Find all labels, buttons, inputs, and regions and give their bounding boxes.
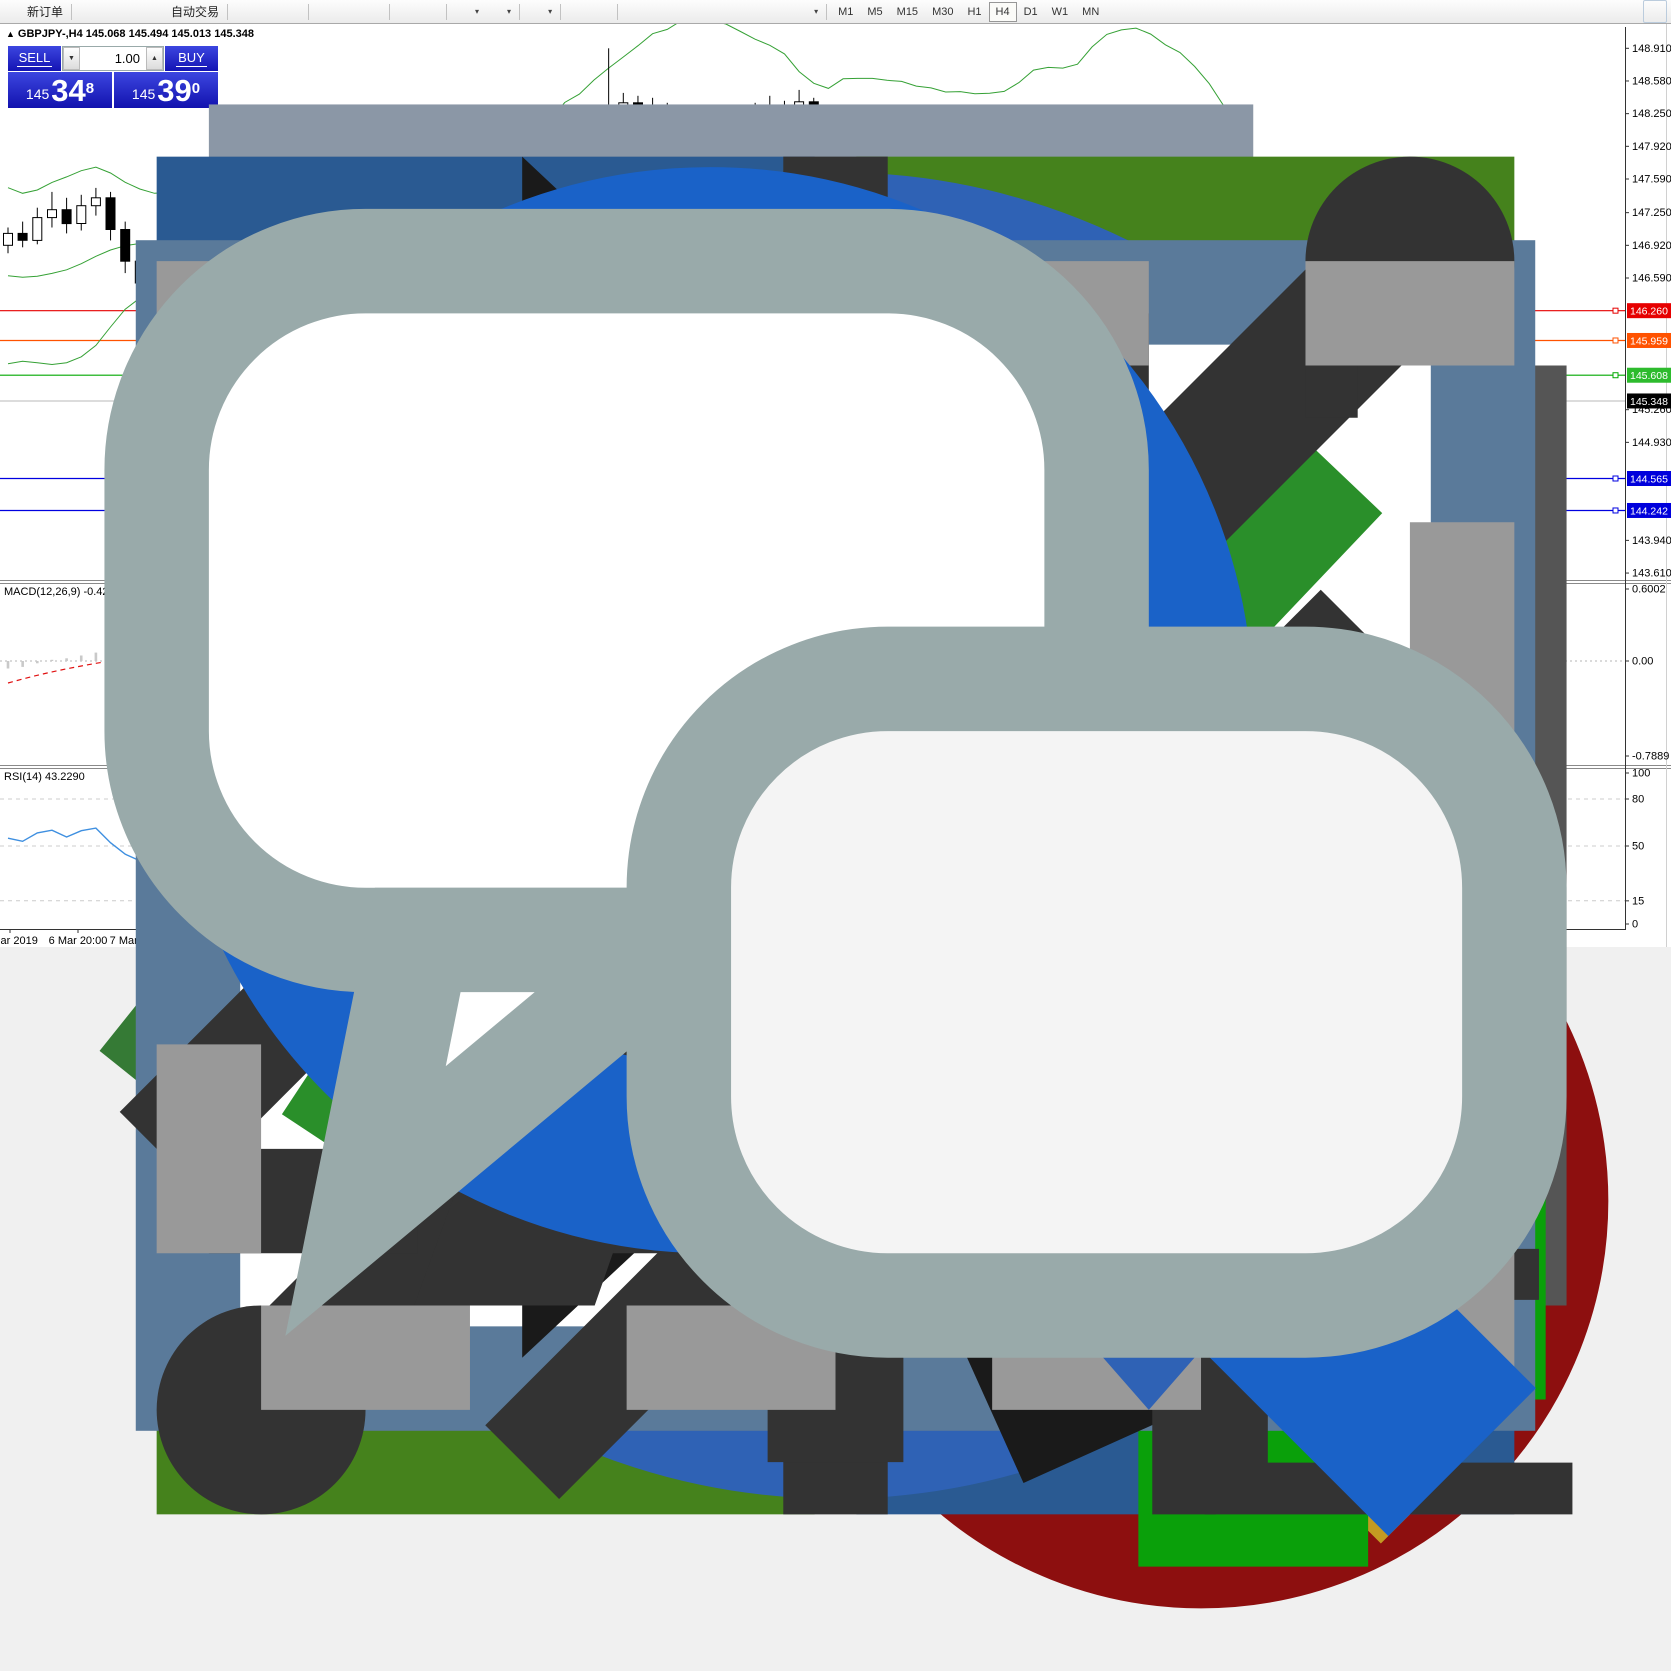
toolbar-separator	[826, 3, 828, 20]
price-badge-145.959	[1627, 332, 1671, 348]
candle-body	[105, 197, 116, 231]
price-tick-label: 146.590	[1632, 273, 1671, 285]
candle-body	[120, 229, 131, 262]
toolbar-separator	[308, 3, 310, 20]
price-badge-label: 145.348	[1630, 396, 1668, 408]
timeframe-w1-button[interactable]: W1	[1051, 5, 1069, 18]
dropdown-caret-icon[interactable]: ▾	[814, 7, 819, 16]
price-badge-144.565	[1627, 470, 1671, 486]
hline-handle	[1612, 337, 1619, 344]
toolbar-separator	[227, 3, 229, 20]
rsi-tick-label: 80	[1632, 793, 1644, 805]
rsi-tick-label: 15	[1632, 895, 1644, 907]
timeframe-m15-button[interactable]: M15	[896, 5, 919, 18]
volume-down-button[interactable]: ▼	[63, 47, 80, 70]
timeframe-h1-button[interactable]: H1	[967, 5, 982, 18]
candle-body	[47, 209, 57, 219]
one-click-trading-panel: SELL ▼ 1.00 ▲ BUY 145 34 8 145 39 0	[8, 46, 218, 108]
time-tick-label: 6 Mar 20:00	[49, 935, 108, 947]
new-order-button-label: 新订单	[27, 5, 64, 19]
timeframe-m1-button[interactable]: M1	[838, 5, 854, 18]
hline-handle	[1612, 307, 1619, 314]
candle-body	[17, 232, 28, 241]
sell-price[interactable]: 145 34 8	[8, 72, 112, 108]
timeframe-h4-button[interactable]: H4	[988, 1, 1017, 22]
price-tick-label: 148.910	[1632, 43, 1671, 55]
rsi-tick-label: 50	[1632, 841, 1644, 853]
buy-price[interactable]: 145 39 0	[114, 72, 218, 108]
hline-handle	[1612, 372, 1619, 379]
price-badge-label: 145.608	[1630, 370, 1668, 382]
chat-icon	[104, 4, 1663, 1358]
collapse-icon[interactable]: ▲	[6, 29, 15, 39]
price-badge-label: 144.565	[1630, 473, 1668, 485]
price-tick-label: 143.940	[1632, 535, 1671, 547]
toolbar-separator	[519, 3, 521, 20]
price-tick-label: 147.250	[1632, 207, 1671, 219]
price-tick-label: 143.610	[1632, 568, 1671, 580]
price-tick-label: 144.930	[1632, 437, 1671, 449]
candle-body	[3, 232, 13, 246]
candle-body	[76, 205, 87, 224]
chat-button[interactable]	[104, 0, 1667, 1358]
hline-handle	[1612, 475, 1619, 482]
volume-input[interactable]: 1.00	[114, 51, 140, 66]
toolbar-separator	[389, 3, 391, 20]
toolbar-separator	[560, 3, 562, 20]
symbol-info: ▲ GBPJPY-,H4 145.068 145.494 145.013 145.…	[6, 28, 254, 40]
price-badge-145.608	[1627, 367, 1671, 383]
volume-up-button[interactable]: ▲	[146, 47, 163, 70]
timeframe-m5-button[interactable]: M5	[867, 5, 883, 18]
macd-tick-label: -0.7889	[1632, 751, 1669, 763]
timeframe-mn-button[interactable]: MN	[1082, 5, 1100, 18]
price-badge-label: 145.959	[1630, 335, 1668, 347]
price-badge-label: 144.242	[1630, 505, 1668, 517]
candle-body	[32, 217, 43, 241]
macd-tick-label: 0.6002	[1632, 584, 1666, 596]
dropdown-caret-icon[interactable]: ▾	[507, 7, 512, 16]
price-badge-label: 146.260	[1630, 305, 1668, 317]
timeframe-d1-button[interactable]: D1	[1023, 5, 1038, 18]
time-tick-label: 5 Mar 2019	[0, 935, 38, 947]
sell-button[interactable]: SELL	[8, 46, 61, 71]
rsi-tick-label: 100	[1632, 768, 1650, 780]
toolbar-separator	[71, 3, 73, 20]
price-tick-label: 147.920	[1632, 141, 1671, 153]
rsi-tick-label: 0	[1632, 919, 1638, 931]
price-tick-label: 148.250	[1632, 108, 1671, 120]
autotrade-button-label: 自动交易	[171, 5, 220, 19]
macd-tick-label: 0.00	[1632, 656, 1653, 668]
timeframe-m30-button[interactable]: M30	[932, 5, 954, 18]
price-tick-label: 146.920	[1632, 240, 1671, 252]
toolbar-separator	[617, 3, 619, 20]
candle-body	[61, 209, 72, 225]
price-tick-label: 147.590	[1632, 173, 1671, 185]
price-tick-label: 148.580	[1632, 75, 1671, 87]
toolbar-separator	[446, 3, 448, 20]
price-badge-144.242	[1627, 502, 1671, 518]
hline-handle	[1612, 507, 1619, 514]
buy-button[interactable]: BUY	[165, 46, 218, 71]
rsi-label: RSI(14) 43.2290	[4, 771, 85, 783]
price-badge-145.348	[1627, 393, 1671, 409]
price-badge-146.26	[1627, 303, 1671, 319]
dropdown-caret-icon[interactable]: ▾	[475, 7, 480, 16]
toolbar-right-group	[104, 0, 1667, 1536]
dropdown-caret-icon[interactable]: ▾	[548, 7, 553, 16]
candle-body	[90, 197, 101, 207]
